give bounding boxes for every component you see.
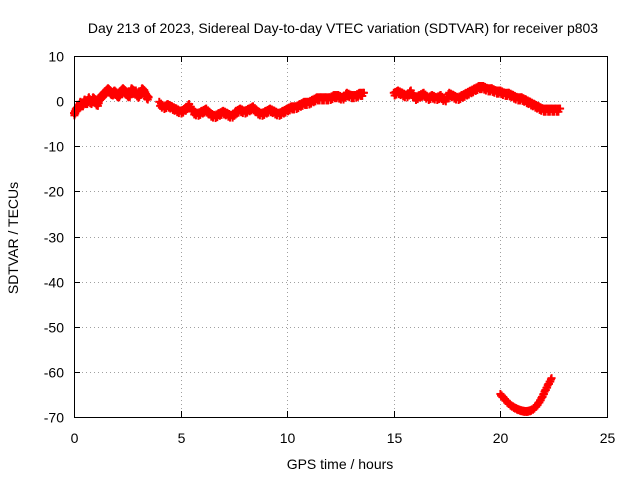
y-tick-label: -40	[44, 275, 64, 291]
y-axis-label: SDTVAR / TECUs	[5, 182, 21, 294]
y-tick-label: 10	[48, 49, 64, 65]
chart-title: Day 213 of 2023, Sidereal Day-to-day VTE…	[88, 20, 598, 36]
x-tick-label: 0	[71, 430, 79, 446]
grid-layer	[74, 56, 607, 417]
x-tick-label: 20	[493, 430, 509, 446]
x-tick-label: 25	[600, 430, 616, 446]
data-point	[547, 374, 556, 383]
y-tick-label: -70	[44, 410, 64, 426]
y-tick-label: -10	[44, 139, 64, 155]
data-point	[556, 104, 565, 113]
y-tick-label: 0	[56, 94, 64, 110]
x-tick-label: 15	[387, 430, 403, 446]
y-tick-label: -20	[44, 184, 64, 200]
tick-layer: 0 5 10 15 20 25 10 0 -10 -20 -30 -40 -50 -60 -70	[44, 49, 616, 447]
x-tick-label: 5	[178, 430, 186, 446]
y-tick-label: -30	[44, 230, 64, 246]
data-point	[359, 88, 368, 97]
data-point	[144, 93, 153, 102]
y-tick-label: -50	[44, 320, 64, 336]
x-axis-label: GPS time / hours	[287, 456, 394, 472]
data-layer	[70, 82, 565, 416]
y-tick-label: -60	[44, 365, 64, 381]
x-tick-label: 10	[280, 430, 296, 446]
